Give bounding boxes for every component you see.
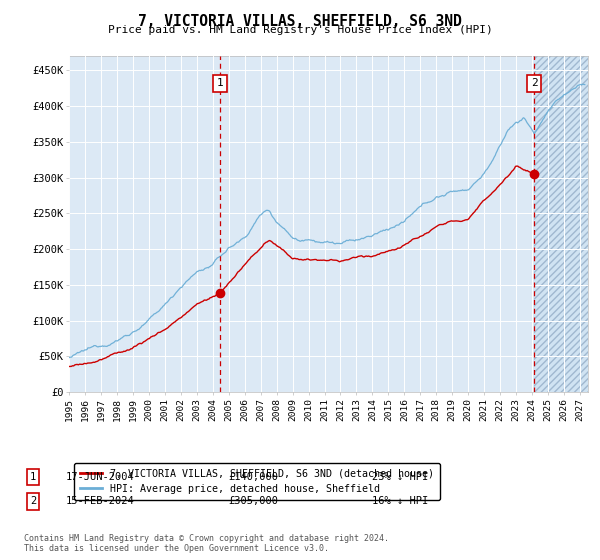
Text: 2: 2: [531, 78, 538, 88]
Bar: [534, 56, 588, 392]
Text: 23% ↓ HPI: 23% ↓ HPI: [372, 472, 428, 482]
Text: 17-JUN-2004: 17-JUN-2004: [66, 472, 135, 482]
Text: 1: 1: [217, 78, 224, 88]
Legend: 7, VICTORIA VILLAS, SHEFFIELD, S6 3ND (detached house), HPI: Average price, deta: 7, VICTORIA VILLAS, SHEFFIELD, S6 3ND (d…: [74, 463, 440, 500]
Text: Contains HM Land Registry data © Crown copyright and database right 2024.
This d: Contains HM Land Registry data © Crown c…: [24, 534, 389, 553]
Text: Price paid vs. HM Land Registry's House Price Index (HPI): Price paid vs. HM Land Registry's House …: [107, 25, 493, 35]
Text: £305,000: £305,000: [228, 496, 278, 506]
Text: £140,000: £140,000: [228, 472, 278, 482]
Text: 1: 1: [30, 472, 36, 482]
Text: 16% ↓ HPI: 16% ↓ HPI: [372, 496, 428, 506]
Text: 15-FEB-2024: 15-FEB-2024: [66, 496, 135, 506]
Text: 7, VICTORIA VILLAS, SHEFFIELD, S6 3ND: 7, VICTORIA VILLAS, SHEFFIELD, S6 3ND: [138, 14, 462, 29]
Text: 2: 2: [30, 496, 36, 506]
Bar: [534, 56, 588, 392]
